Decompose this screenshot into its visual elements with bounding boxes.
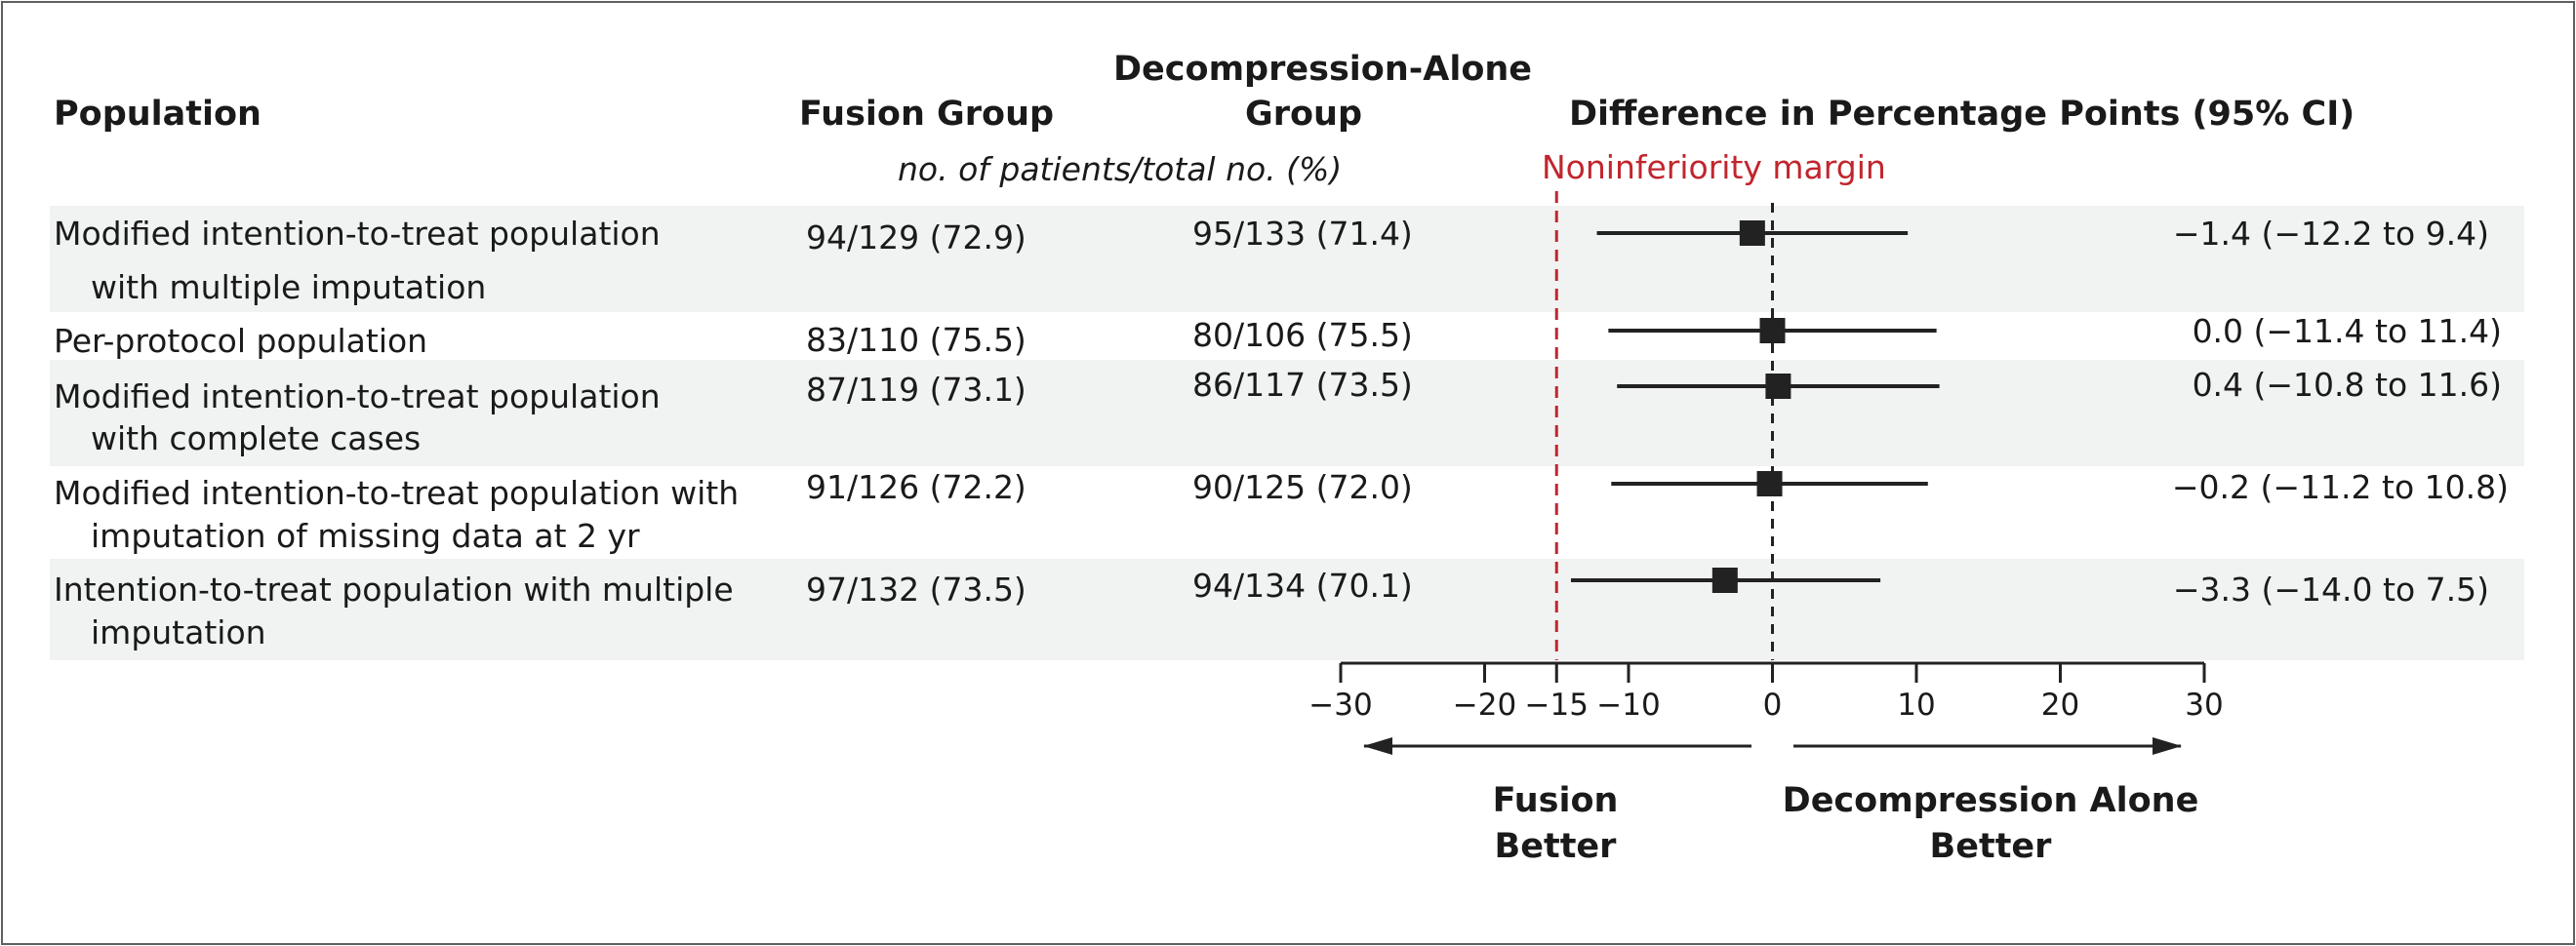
row-4-label-line2: imputation of missing data at 2 yr bbox=[91, 517, 640, 555]
row-1-difference: −1.4 (−12.2 to 9.4) bbox=[2172, 215, 2489, 253]
x-tick-label-4: 0 bbox=[1763, 688, 1783, 723]
estimate-marker-row-3 bbox=[1765, 374, 1791, 399]
row-2-decompression: 80/106 (75.5) bbox=[1192, 316, 1413, 354]
estimate-marker-row-1 bbox=[1739, 220, 1765, 246]
row-5-label-line2: imputation bbox=[91, 613, 266, 651]
estimate-marker-row-2 bbox=[1759, 318, 1786, 343]
header-difference: Difference in Percentage Points (95% CI) bbox=[1569, 95, 2355, 134]
row-2-difference: 0.0 (−11.4 to 11.4) bbox=[2192, 312, 2502, 350]
row-5-difference: −3.3 (−14.0 to 7.5) bbox=[2172, 571, 2489, 609]
x-tick-label-1: −20 bbox=[1453, 688, 1516, 723]
x-tick-label-6: 20 bbox=[2041, 688, 2079, 723]
row-3-decompression: 86/117 (73.5) bbox=[1192, 366, 1413, 404]
row-5-label-line1: Intention-to-treat population with multi… bbox=[54, 571, 734, 609]
row-4-label-line1: Modified intention-to-treat population w… bbox=[54, 474, 740, 512]
row-band-3 bbox=[50, 360, 2524, 466]
row-4-fusion: 91/126 (72.2) bbox=[806, 468, 1026, 506]
row-1-decompression: 95/133 (71.4) bbox=[1192, 215, 1413, 253]
row-2-fusion: 83/110 (75.5) bbox=[806, 321, 1026, 359]
decompression-better-label: Decompression Alone Better bbox=[1776, 778, 2205, 870]
row-4-difference: −0.2 (−11.2 to 10.8) bbox=[2171, 468, 2509, 506]
row-3-fusion: 87/119 (73.1) bbox=[806, 371, 1026, 409]
x-tick-label-2: −15 bbox=[1525, 688, 1589, 723]
fusion-better-line1: Fusion bbox=[1492, 781, 1619, 820]
row-5-decompression: 94/134 (70.1) bbox=[1192, 567, 1413, 605]
header-fusion-group: Fusion Group bbox=[799, 95, 1055, 134]
subheader-counts: no. of patients/total no. (%) bbox=[898, 150, 1343, 188]
row-3-label-line1: Modified intention-to-treat population bbox=[54, 377, 661, 415]
fusion-better-label: Fusion Better bbox=[1458, 778, 1653, 870]
row-1-label-line1: Modified intention-to-treat population bbox=[54, 215, 661, 253]
x-tick-label-5: 10 bbox=[1897, 688, 1935, 723]
row-band-1 bbox=[50, 206, 2524, 312]
row-1-fusion: 94/129 (72.9) bbox=[806, 218, 1026, 256]
row-5-fusion: 97/132 (73.5) bbox=[806, 571, 1026, 609]
row-3-label-line2: with complete cases bbox=[91, 419, 422, 457]
noninferiority-margin-label: Noninferiority margin bbox=[1542, 148, 1886, 186]
header-decompression-line2: Group bbox=[1245, 95, 1363, 134]
decompression-better-line2: Better bbox=[1929, 827, 2052, 866]
estimate-marker-row-5 bbox=[1711, 568, 1738, 593]
row-2-label-line1: Per-protocol population bbox=[54, 322, 428, 360]
decompression-better-line1: Decompression Alone bbox=[1782, 781, 2199, 820]
row-1-label-line2: with multiple imputation bbox=[91, 268, 487, 306]
row-3-difference: 0.4 (−10.8 to 11.6) bbox=[2192, 366, 2502, 404]
row-band-5 bbox=[50, 559, 2524, 660]
x-tick-label-0: −30 bbox=[1308, 688, 1372, 723]
header-decompression-line1: Decompression-Alone bbox=[1113, 50, 1533, 89]
x-tick-label-7: 30 bbox=[2185, 688, 2223, 723]
header-population: Population bbox=[54, 95, 262, 134]
fusion-better-line2: Better bbox=[1494, 827, 1617, 866]
estimate-marker-row-4 bbox=[1756, 471, 1783, 496]
x-tick-label-3: −10 bbox=[1596, 688, 1660, 723]
row-4-decompression: 90/125 (72.0) bbox=[1192, 468, 1413, 506]
